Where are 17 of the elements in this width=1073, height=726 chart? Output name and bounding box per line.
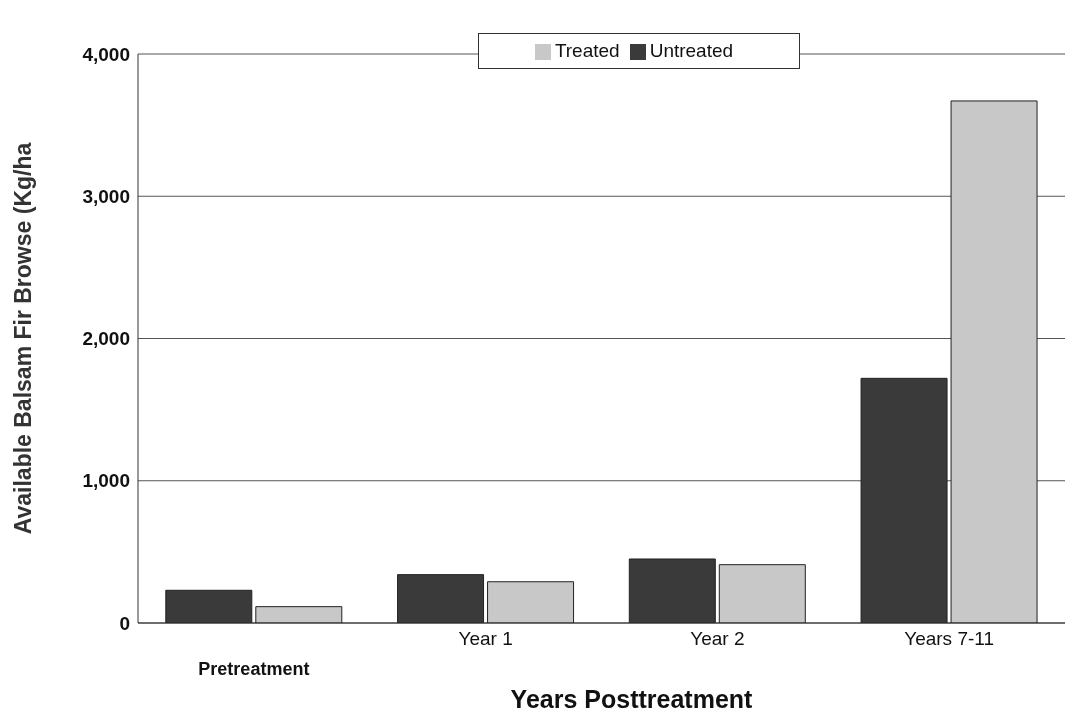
x-tick-label: Year 1	[458, 628, 513, 649]
bar	[718, 564, 806, 623]
bar	[487, 581, 575, 623]
y-tick-label: 0	[119, 612, 130, 634]
legend-label: Untreated	[649, 40, 734, 61]
x-tick-label: Year 2	[690, 628, 745, 649]
legend-label: Treated	[554, 40, 620, 61]
x-tick-label: Years 7-11	[904, 628, 995, 649]
bar	[255, 606, 343, 623]
x-axis-title: Years Posttreatment	[510, 685, 754, 713]
y-tick-label: 2,000	[82, 328, 130, 350]
bar	[950, 100, 1038, 623]
x-tick-label: Pretreatment	[198, 659, 310, 679]
y-tick-label: 1,000	[82, 470, 130, 492]
y-tick-label: 3,000	[82, 185, 130, 207]
y-axis-title: Available Balsam Fir Browse (Kg/ha	[10, 142, 37, 535]
y-tick-label: 4,000	[82, 43, 130, 65]
